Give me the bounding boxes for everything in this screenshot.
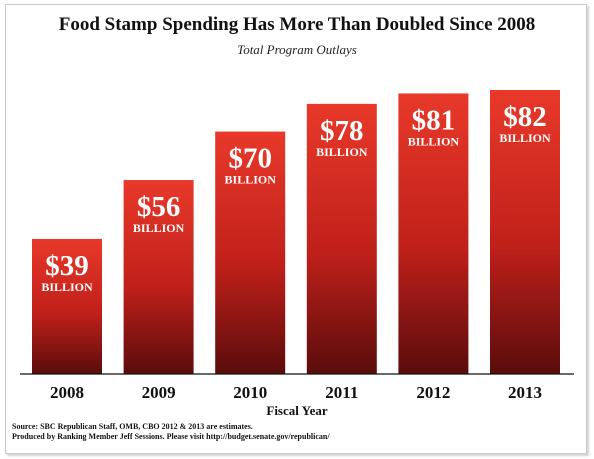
unit-label-2010: BILLION [225, 173, 277, 187]
bar-2013 [490, 90, 560, 374]
bar-2008 [32, 238, 102, 374]
unit-label-2009: BILLION [133, 221, 185, 235]
chart-subtitle: Total Program Outlays [237, 42, 357, 57]
bar-2011 [306, 103, 377, 374]
unit-label-2013: BILLION [499, 131, 551, 145]
credit-note: Produced by Ranking Member Jeff Sessions… [12, 432, 330, 441]
x-tick-2009: 2009 [142, 383, 176, 402]
value-label-2010: $70 [228, 143, 272, 175]
x-tick-2011: 2011 [325, 383, 358, 402]
chart-title: Food Stamp Spending Has More Than Double… [58, 14, 536, 35]
value-label-2012: $81 [412, 104, 456, 136]
bar-2012 [398, 93, 469, 375]
value-label-2009: $56 [137, 191, 181, 223]
x-axis-label: Fiscal Year [266, 403, 328, 418]
value-label-2013: $82 [503, 101, 547, 133]
x-tick-2013: 2013 [508, 383, 542, 402]
x-tick-2010: 2010 [233, 383, 267, 402]
value-label-2008: $39 [45, 250, 89, 282]
bar-2010 [215, 131, 286, 374]
unit-label-2012: BILLION [408, 134, 460, 148]
bar-2009 [123, 180, 194, 374]
value-label-2011: $78 [320, 115, 364, 147]
x-tick-2008: 2008 [50, 383, 84, 402]
source-note: Source: SBC Republican Staff, OMB, CBO 2… [12, 422, 253, 431]
unit-label-2008: BILLION [41, 280, 93, 294]
x-tick-2012: 2012 [416, 383, 450, 402]
unit-label-2011: BILLION [316, 145, 368, 159]
